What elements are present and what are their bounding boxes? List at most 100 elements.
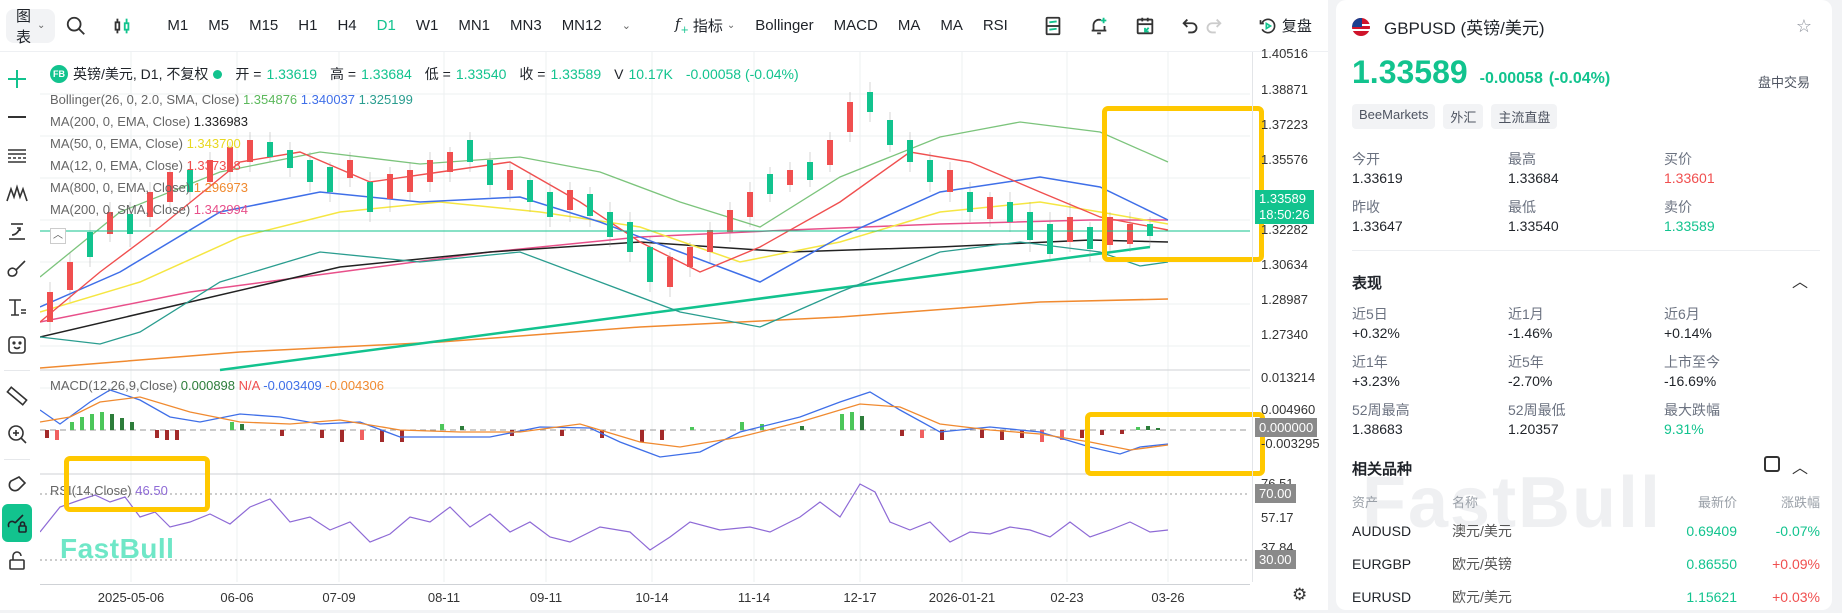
- more-timeframes-chevron-icon[interactable]: ⌄: [621, 20, 631, 32]
- indicator-rsi-button[interactable]: RSI: [982, 17, 1008, 34]
- related-table: 资产 名称 最新价 涨跌幅 AUDUSD 澳元/美元 0.69409 -0.07…: [1352, 488, 1820, 613]
- asset-name: 欧元/美元: [1452, 588, 1512, 605]
- perf-max-drawdown: 最大跌幅 9.31%: [1664, 402, 1720, 437]
- tag-major[interactable]: 主流直盘: [1491, 104, 1558, 129]
- indicator-bollinger-button[interactable]: Bollinger: [755, 17, 814, 34]
- table-row[interactable]: EURUSD 欧元/美元 1.15621 +0.03%: [1352, 580, 1820, 613]
- asset-price: 0.69409: [1686, 522, 1737, 539]
- highlight-box-macd: [1085, 412, 1265, 476]
- timeframe-w1[interactable]: W1: [415, 17, 439, 34]
- arrow-line-icon[interactable]: [0, 212, 34, 250]
- ruler-icon[interactable]: [0, 377, 34, 415]
- replay-icon: [1259, 18, 1276, 33]
- collapse-performance-chevron-icon[interactable]: ︿: [1791, 274, 1808, 291]
- legend-ma50-ema[interactable]: MA(50, 0, EMA, Close) 1.343700: [50, 136, 241, 151]
- asset-change: -0.07%: [1775, 522, 1820, 539]
- timeframe-mn1[interactable]: MN1: [458, 17, 491, 34]
- table-row[interactable]: AUDUSD 澳元/美元 0.69409 -0.07%: [1352, 514, 1820, 547]
- chart-legend-main: FB 英镑/美元, D1, 不复权 开 = 1.33619 高 = 1.33684 …: [50, 64, 799, 84]
- table-row[interactable]: EURGBP 欧元/英镑 0.86550 +0.09%: [1352, 547, 1820, 580]
- asset-name: 欧元/英镑: [1452, 555, 1512, 572]
- open-value: 1.33619: [266, 66, 318, 82]
- timeframe-d1[interactable]: D1: [376, 17, 396, 34]
- chart-settings-gear-icon[interactable]: ⚙: [1292, 585, 1308, 604]
- chart-menu-button[interactable]: 图表 ⌄: [6, 8, 56, 46]
- highlight-box-rsi: [64, 456, 210, 512]
- search-icon[interactable]: [65, 15, 87, 37]
- divider: [4, 459, 30, 460]
- undo-icon[interactable]: [1180, 15, 1202, 37]
- perf-5d: 近5日 +0.32%: [1352, 306, 1400, 341]
- quote-grid: 今开 1.33619 最高 1.33684 买价 1.33601 昨收 1.33647 …: [1352, 150, 1816, 236]
- replay-button[interactable]: 复盘: [1248, 15, 1322, 36]
- list-view-icon[interactable]: [1764, 456, 1780, 472]
- asset-price: 1.15621: [1686, 588, 1737, 605]
- price-tick: 1.27340: [1261, 327, 1308, 342]
- related-table-header: 资产 名称 最新价 涨跌幅: [1352, 488, 1820, 514]
- ma50-ema-value: 1.343700: [186, 136, 241, 151]
- tag-broker[interactable]: BeeMarkets: [1352, 104, 1436, 129]
- timeframe-m1[interactable]: M1: [167, 17, 189, 34]
- price-chart-canvas[interactable]: [40, 52, 1250, 582]
- timeframe-mn12[interactable]: MN12: [561, 17, 602, 34]
- legend-ma800-ema[interactable]: MA(800, 0, EMA, Close) 1.296973: [50, 180, 248, 195]
- indicator-ma-button[interactable]: MA: [897, 17, 921, 34]
- fastbull-watermark: FastBull: [60, 533, 175, 564]
- legend-ma200-sma[interactable]: MA(200, 0, SMA, Close) 1.342994: [50, 202, 248, 217]
- timeframe-m15[interactable]: M15: [249, 17, 279, 34]
- tag-forex[interactable]: 外汇: [1443, 104, 1484, 129]
- legend-bollinger[interactable]: Bollinger(26, 0, 2.0, SMA, Close) 1.3548…: [50, 92, 413, 107]
- redo-icon[interactable]: [1202, 15, 1224, 37]
- pattern-icon[interactable]: [0, 174, 34, 212]
- timeframe-h1[interactable]: H1: [298, 17, 318, 34]
- macd-label: MACD(12,26,9,Close): [50, 378, 178, 393]
- collapse-related-chevron-icon[interactable]: ︿: [1791, 460, 1808, 477]
- timeframe-mn3[interactable]: MN3: [510, 17, 542, 34]
- bollinger-lower: 1.325199: [358, 92, 413, 107]
- time-tick: 2026-01-21: [928, 590, 996, 605]
- high-label: 高 =: [330, 66, 357, 82]
- price-tick: 1.40516: [1261, 46, 1308, 61]
- indicators-button[interactable]: f+ 指标 ⌄: [665, 15, 745, 36]
- related-title: 相关品种: [1352, 461, 1413, 478]
- rsi-label: RSI(14,Close): [50, 483, 132, 498]
- crosshair-icon[interactable]: [0, 60, 34, 98]
- emoji-sticker-icon[interactable]: [0, 326, 34, 364]
- legend-rsi[interactable]: RSI(14,Close) 46.50: [50, 483, 168, 498]
- magnet-icon[interactable]: [0, 466, 34, 504]
- candlestick-type-icon[interactable]: [111, 15, 133, 37]
- legend-ma12-ema[interactable]: MA(12, 0, EMA, Close) 1.337378: [50, 158, 241, 173]
- bar-countdown: 18:50:26: [1259, 207, 1310, 222]
- quote-low: 最低 1.33540: [1508, 199, 1559, 234]
- horizontal-line-icon[interactable]: [0, 98, 34, 136]
- calendar-jump-icon[interactable]: [1134, 15, 1156, 37]
- indicator-macd-button[interactable]: MACD: [833, 17, 878, 34]
- collapse-legend-chevron-icon[interactable]: ︿: [50, 228, 66, 244]
- parallel-channel-icon[interactable]: [0, 136, 34, 174]
- price-tick: 1.38871: [1261, 82, 1308, 97]
- unlock-icon[interactable]: [0, 542, 34, 580]
- favorite-star-icon[interactable]: ☆: [1795, 16, 1812, 36]
- brush-icon[interactable]: [0, 250, 34, 288]
- legend-ma200-ema[interactable]: MA(200, 0, EMA, Close) 1.336983: [50, 114, 248, 129]
- legend-macd[interactable]: MACD(12,26,9,Close) 0.000898 N/A -0.0034…: [50, 378, 384, 393]
- quote-open: 今开 1.33619: [1352, 151, 1403, 186]
- price-change: -0.00058: [1479, 70, 1543, 87]
- macd-tick: -0.003295: [1261, 436, 1320, 451]
- bollinger-label: Bollinger(26, 0, 2.0, SMA, Close): [50, 92, 240, 107]
- asset-change: +0.03%: [1772, 588, 1820, 605]
- price-axis[interactable]: 1.40516 1.38871 1.37223 1.35576 1.32282 …: [1252, 46, 1328, 582]
- layout-icon[interactable]: [1042, 15, 1064, 37]
- timeframe-h4[interactable]: H4: [337, 17, 357, 34]
- zoom-in-icon[interactable]: [0, 415, 34, 453]
- timeframe-m5[interactable]: M5: [208, 17, 230, 34]
- time-axis[interactable]: 2025-05-06 06-06 07-09 08-11 09-11 10-14…: [40, 584, 1250, 610]
- lock-drawings-icon[interactable]: [2, 504, 32, 542]
- replay-label: 复盘: [1281, 18, 1312, 35]
- perf-5y: 近5年 -2.70%: [1508, 354, 1553, 389]
- volume-value: 10.17K: [628, 66, 673, 82]
- alert-bell-icon[interactable]: [1088, 15, 1110, 37]
- low-value: 1.33540: [455, 66, 507, 82]
- text-tool-icon[interactable]: [0, 288, 34, 326]
- indicator-ma2-button[interactable]: MA: [940, 17, 963, 34]
